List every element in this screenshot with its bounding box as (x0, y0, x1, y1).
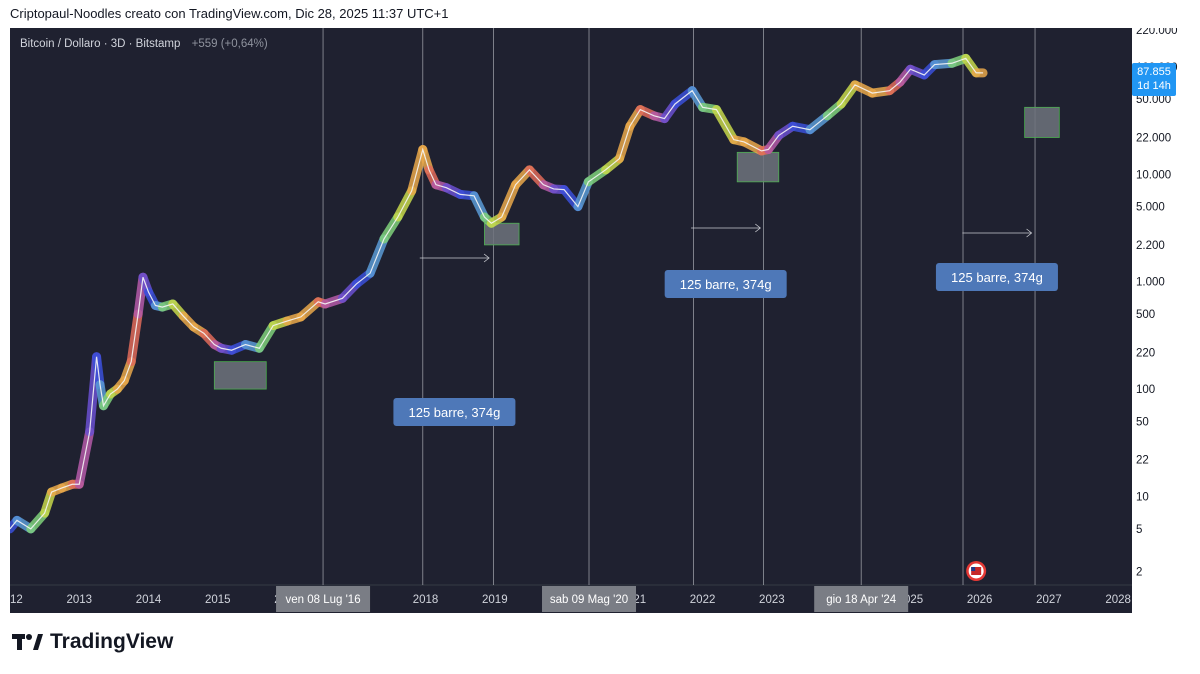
x-tick-label: 2022 (690, 594, 716, 606)
x-tick-label: 2019 (482, 594, 508, 606)
chart-area[interactable]: 125 barre, 374g 125 barre, 374g 125 barre,… (10, 28, 1132, 613)
annotation-label-bg-2 (935, 263, 1058, 291)
date-label-bg-0 (276, 586, 371, 612)
y-tick-label: 10.000 (1136, 169, 1171, 181)
date-label-bg-2 (814, 586, 909, 612)
date-label-bg-1 (542, 586, 637, 612)
x-tick-label: 2013 (66, 594, 92, 606)
y-tick-label: 50.000 (1136, 94, 1171, 106)
flag-icon-stripes (971, 567, 982, 575)
tradingview-logo[interactable]: TradingView (12, 630, 173, 654)
x-tick-label: 2015 (205, 594, 231, 606)
last-price: 87.855 (1137, 66, 1171, 78)
bar-countdown: 1d 14h (1137, 80, 1171, 92)
y-tick-label: 5 (1136, 524, 1142, 536)
y-tick-label: 10 (1136, 492, 1149, 504)
y-tick-label: 220 (1136, 347, 1155, 359)
price-axis-svg: 220.000100.00050.00022.00010.0005.0002.2… (1136, 25, 1178, 579)
symbol-legend[interactable]: Bitcoin / Dollaro · 3D · Bitstamp +559 (… (20, 38, 268, 50)
symbol-name: Bitcoin / Dollaro · 3D · Bitstamp (20, 38, 181, 50)
annotation-label-0: 125 barre, 374g (409, 405, 501, 420)
x-tick-label: 2023 (759, 594, 785, 606)
symbol-change: +559 (+0,64%) (191, 38, 268, 50)
y-tick-label: 5.000 (1136, 202, 1165, 214)
x-tick-label: 2012 (10, 594, 23, 606)
annotation-arrow-head-0 (483, 253, 490, 263)
annotation-arrow-head-1 (755, 223, 761, 233)
highlight-box-1 (484, 222, 520, 246)
y-tick-label: 1.000 (1136, 277, 1165, 289)
price-line (10, 57, 984, 530)
chart-svg: 125 barre, 374g 125 barre, 374g 125 barre,… (10, 28, 1132, 613)
annotation-label-bg-1 (664, 270, 787, 298)
highlight-box-3 (1024, 106, 1060, 138)
x-tick-label: 2027 (1036, 594, 1062, 606)
tradingview-brand: TradingView (50, 630, 174, 653)
highlight-box-0 (213, 361, 267, 390)
tradingview-logo-icon (12, 634, 43, 650)
y-tick-label: 220.000 (1136, 28, 1178, 37)
price-axis[interactable]: 220.000100.00050.00022.00010.0005.0002.2… (1132, 25, 1190, 613)
date-label-2: gio 18 Apr '24 (826, 594, 897, 606)
x-tick-label: 2028 (1105, 594, 1131, 606)
y-tick-label: 500 (1136, 309, 1155, 321)
annotation-arrow-head-2 (1026, 228, 1033, 238)
date-label-1: sab 09 Mag '20 (550, 594, 628, 606)
last-price-badge: 87.855 1d 14h (1132, 63, 1176, 96)
y-tick-label: 2.200 (1136, 240, 1165, 252)
date-label-0: ven 08 Lug '16 (286, 594, 361, 606)
annotation-label-bg-0 (393, 398, 516, 426)
x-tick-label: 2018 (413, 594, 439, 606)
y-tick-label: 2 (1136, 567, 1142, 579)
highlight-box-2 (736, 151, 780, 183)
chart-header-title: Criptopaul-Noodles creato con TradingVie… (10, 6, 449, 21)
annotation-label-2: 125 barre, 374g (951, 270, 1043, 285)
y-tick-label: 22.000 (1136, 132, 1171, 144)
y-tick-label: 22 (1136, 455, 1149, 467)
x-tick-label: 2014 (136, 594, 162, 606)
y-tick-label: 50 (1136, 416, 1149, 428)
annotation-label-1: 125 barre, 374g (680, 277, 772, 292)
flag-icon-canton (971, 567, 976, 571)
y-tick-label: 100 (1136, 384, 1155, 396)
x-tick-label: 2026 (967, 594, 993, 606)
